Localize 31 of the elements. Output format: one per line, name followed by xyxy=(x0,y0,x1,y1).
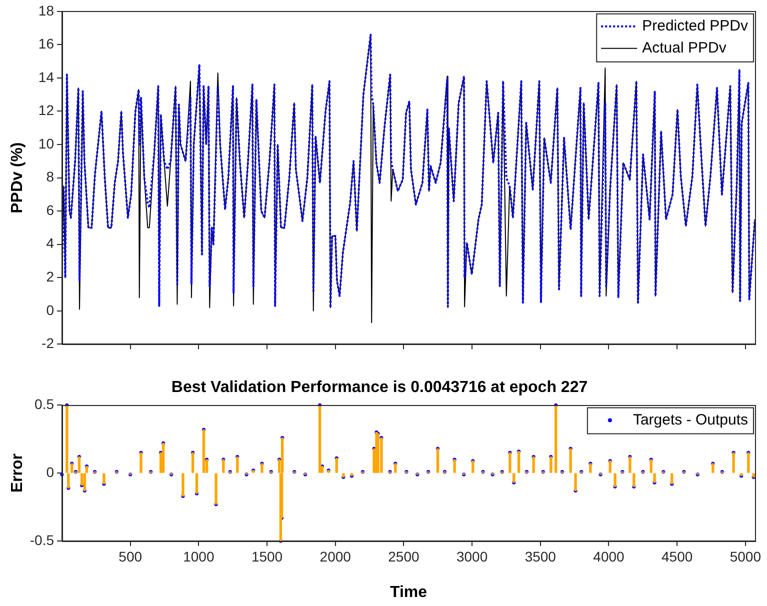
x-tick-label: 500 xyxy=(118,548,142,564)
legend-label: Predicted PPDv xyxy=(642,18,748,35)
x-axis-title: Time xyxy=(390,584,428,601)
x-tick-label: 1500 xyxy=(251,548,283,564)
y-tick-label: 14 xyxy=(38,68,54,85)
x-tick-label: 4500 xyxy=(662,548,693,564)
y-tick-label: 16 xyxy=(38,36,54,52)
y-tick-label: -0.5 xyxy=(30,532,54,548)
y-tick-label: 4 xyxy=(46,235,54,252)
y-axis-title: Error xyxy=(9,454,26,493)
y-tick-label: 12 xyxy=(38,102,54,118)
x-tick-label: 1000 xyxy=(183,548,214,564)
y-tick-label: 8 xyxy=(46,168,54,185)
y-tick-label: 0.5 xyxy=(34,396,54,412)
y-tick-label: 6 xyxy=(46,202,54,218)
chart-title: Best Validation Performance is 0.0043716 at epoch 227 xyxy=(171,379,588,396)
y-tick-label: 0 xyxy=(46,464,54,480)
y-tick-label: 18 xyxy=(38,2,54,18)
legend-label: Targets - Outputs xyxy=(632,411,748,428)
y-tick-label: 2 xyxy=(46,268,54,284)
y-tick-label: 10 xyxy=(38,135,54,152)
x-tick-label: 2000 xyxy=(320,548,352,564)
x-tick-label: 3500 xyxy=(524,548,556,564)
x-tick-label: 2500 xyxy=(388,548,420,564)
x-tick-label: 4000 xyxy=(593,548,625,564)
y-tick-label: 0 xyxy=(46,302,54,318)
y-axis-title: PPDv (%) xyxy=(9,142,26,214)
x-tick-label: 3000 xyxy=(456,548,488,564)
x-tick-label: 5000 xyxy=(730,548,762,564)
legend-label: Actual PPDv xyxy=(642,40,727,57)
y-tick-label: -2 xyxy=(42,335,54,352)
